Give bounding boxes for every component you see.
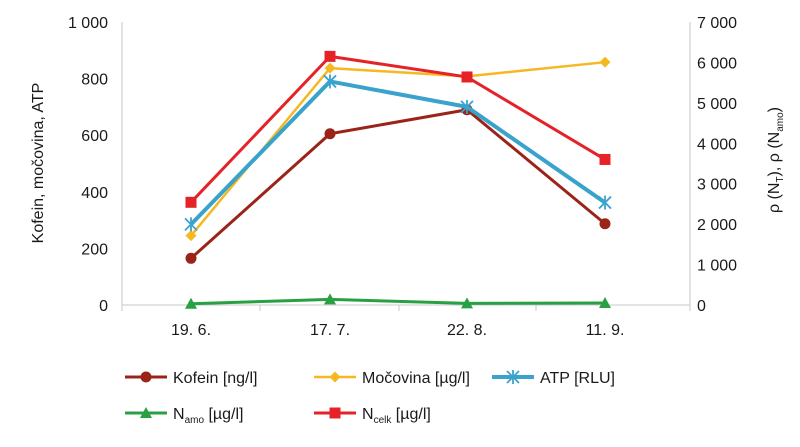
legend-label: Ncelk [µg/l] [362,406,431,426]
left-tick-label: 200 [81,241,108,258]
left-tick-label: 400 [81,185,108,202]
legend-item-3: Namo [µg/l] [125,406,243,426]
right-axis-title-subscript: amo [775,112,786,132]
data-point [185,196,197,208]
right-tick-label: 4 000 [697,136,737,153]
left-tick-label: 800 [81,72,108,89]
right-tick-label: 2 000 [697,217,737,234]
right-axis-title-part: ) [766,107,783,112]
data-point [140,371,152,383]
x-tick-label: 17. 7. [310,322,350,339]
legend-label-rest: [µg/l] [204,406,243,423]
series-1 [185,56,611,242]
legend-label-subscript: celk [374,415,393,426]
right-tick-label: 1 000 [697,258,737,275]
series-2 [184,74,612,232]
legend-item-2: ATP [RLU] [492,370,615,387]
right-axis-title-subscript: T [775,176,786,182]
data-point [599,218,611,230]
legend-item-1: Močovina [µg/l] [314,370,470,387]
series-line [190,297,606,306]
legend-label-main: N [362,406,374,423]
series-line [189,79,607,226]
data-point [140,407,152,418]
legend: Kofein [ng/l] Močovina [µg/l] ATP [RLU] Nam… [125,370,615,426]
right-axis-title-part: ρ (N [766,183,783,213]
data-point [324,128,336,140]
series-line [189,54,606,204]
series-layer [184,50,612,309]
data-point [324,50,336,62]
legend-label: ATP [RLU] [540,370,615,387]
legend-label-main: Kofein [ng/l] [173,370,258,387]
x-tick-label: 11. 9. [586,322,625,339]
right-tick-label: 7 000 [697,15,737,32]
data-point [461,297,473,309]
axes: 0 200 400 600 800 1 000 0 1 000 2 000 3 000 4 000 5… [30,15,786,339]
data-point [599,153,611,165]
legend-item-0: Kofein [ng/l] [125,370,258,387]
x-tick-label: 22. 8. [447,322,487,339]
right-tick-label: 3 000 [697,177,737,194]
right-tick-label: 6 000 [697,55,737,72]
x-tick-label: 19. 6. [171,322,211,339]
data-point [324,293,336,305]
data-point [184,217,198,232]
legend-label-main: ATP [RLU] [540,370,615,387]
series-line [189,108,606,260]
right-axis-title-part: ), ρ (N [766,132,783,177]
right-tick-label: 0 [697,298,706,315]
data-point [185,230,197,242]
legend-label-main: Močovina [µg/l] [362,370,470,387]
data-point [185,252,197,264]
left-tick-label: 600 [81,128,108,145]
data-point [324,62,336,74]
right-axis-title: ρ (NT), ρ (Namo) [766,107,786,213]
data-point [329,407,341,419]
series-0 [185,104,611,264]
data-point [460,99,474,114]
data-point [461,71,473,83]
left-tick-label: 1 000 [68,15,108,32]
left-tick-label: 0 [99,298,108,315]
right-tick-label: 5 000 [697,96,737,113]
data-point [185,297,197,309]
legend-label-main: N [173,406,185,423]
data-point [599,296,611,308]
series-4 [185,50,611,208]
data-point [599,56,611,68]
data-point [506,370,520,384]
data-point [329,371,341,383]
legend-label-subscript: amo [185,415,205,426]
legend-label: Kofein [ng/l] [173,370,258,387]
left-axis-title: Kofein, močovina, ATP [30,83,47,244]
data-point [598,195,612,210]
legend-label: Močovina [µg/l] [362,370,470,387]
legend-label-rest: [µg/l] [391,406,430,423]
series-line [190,60,606,237]
series-3 [185,293,611,309]
data-point [323,74,337,89]
legend-label: Namo [µg/l] [173,406,243,426]
legend-item-4: Ncelk [µg/l] [314,406,431,426]
